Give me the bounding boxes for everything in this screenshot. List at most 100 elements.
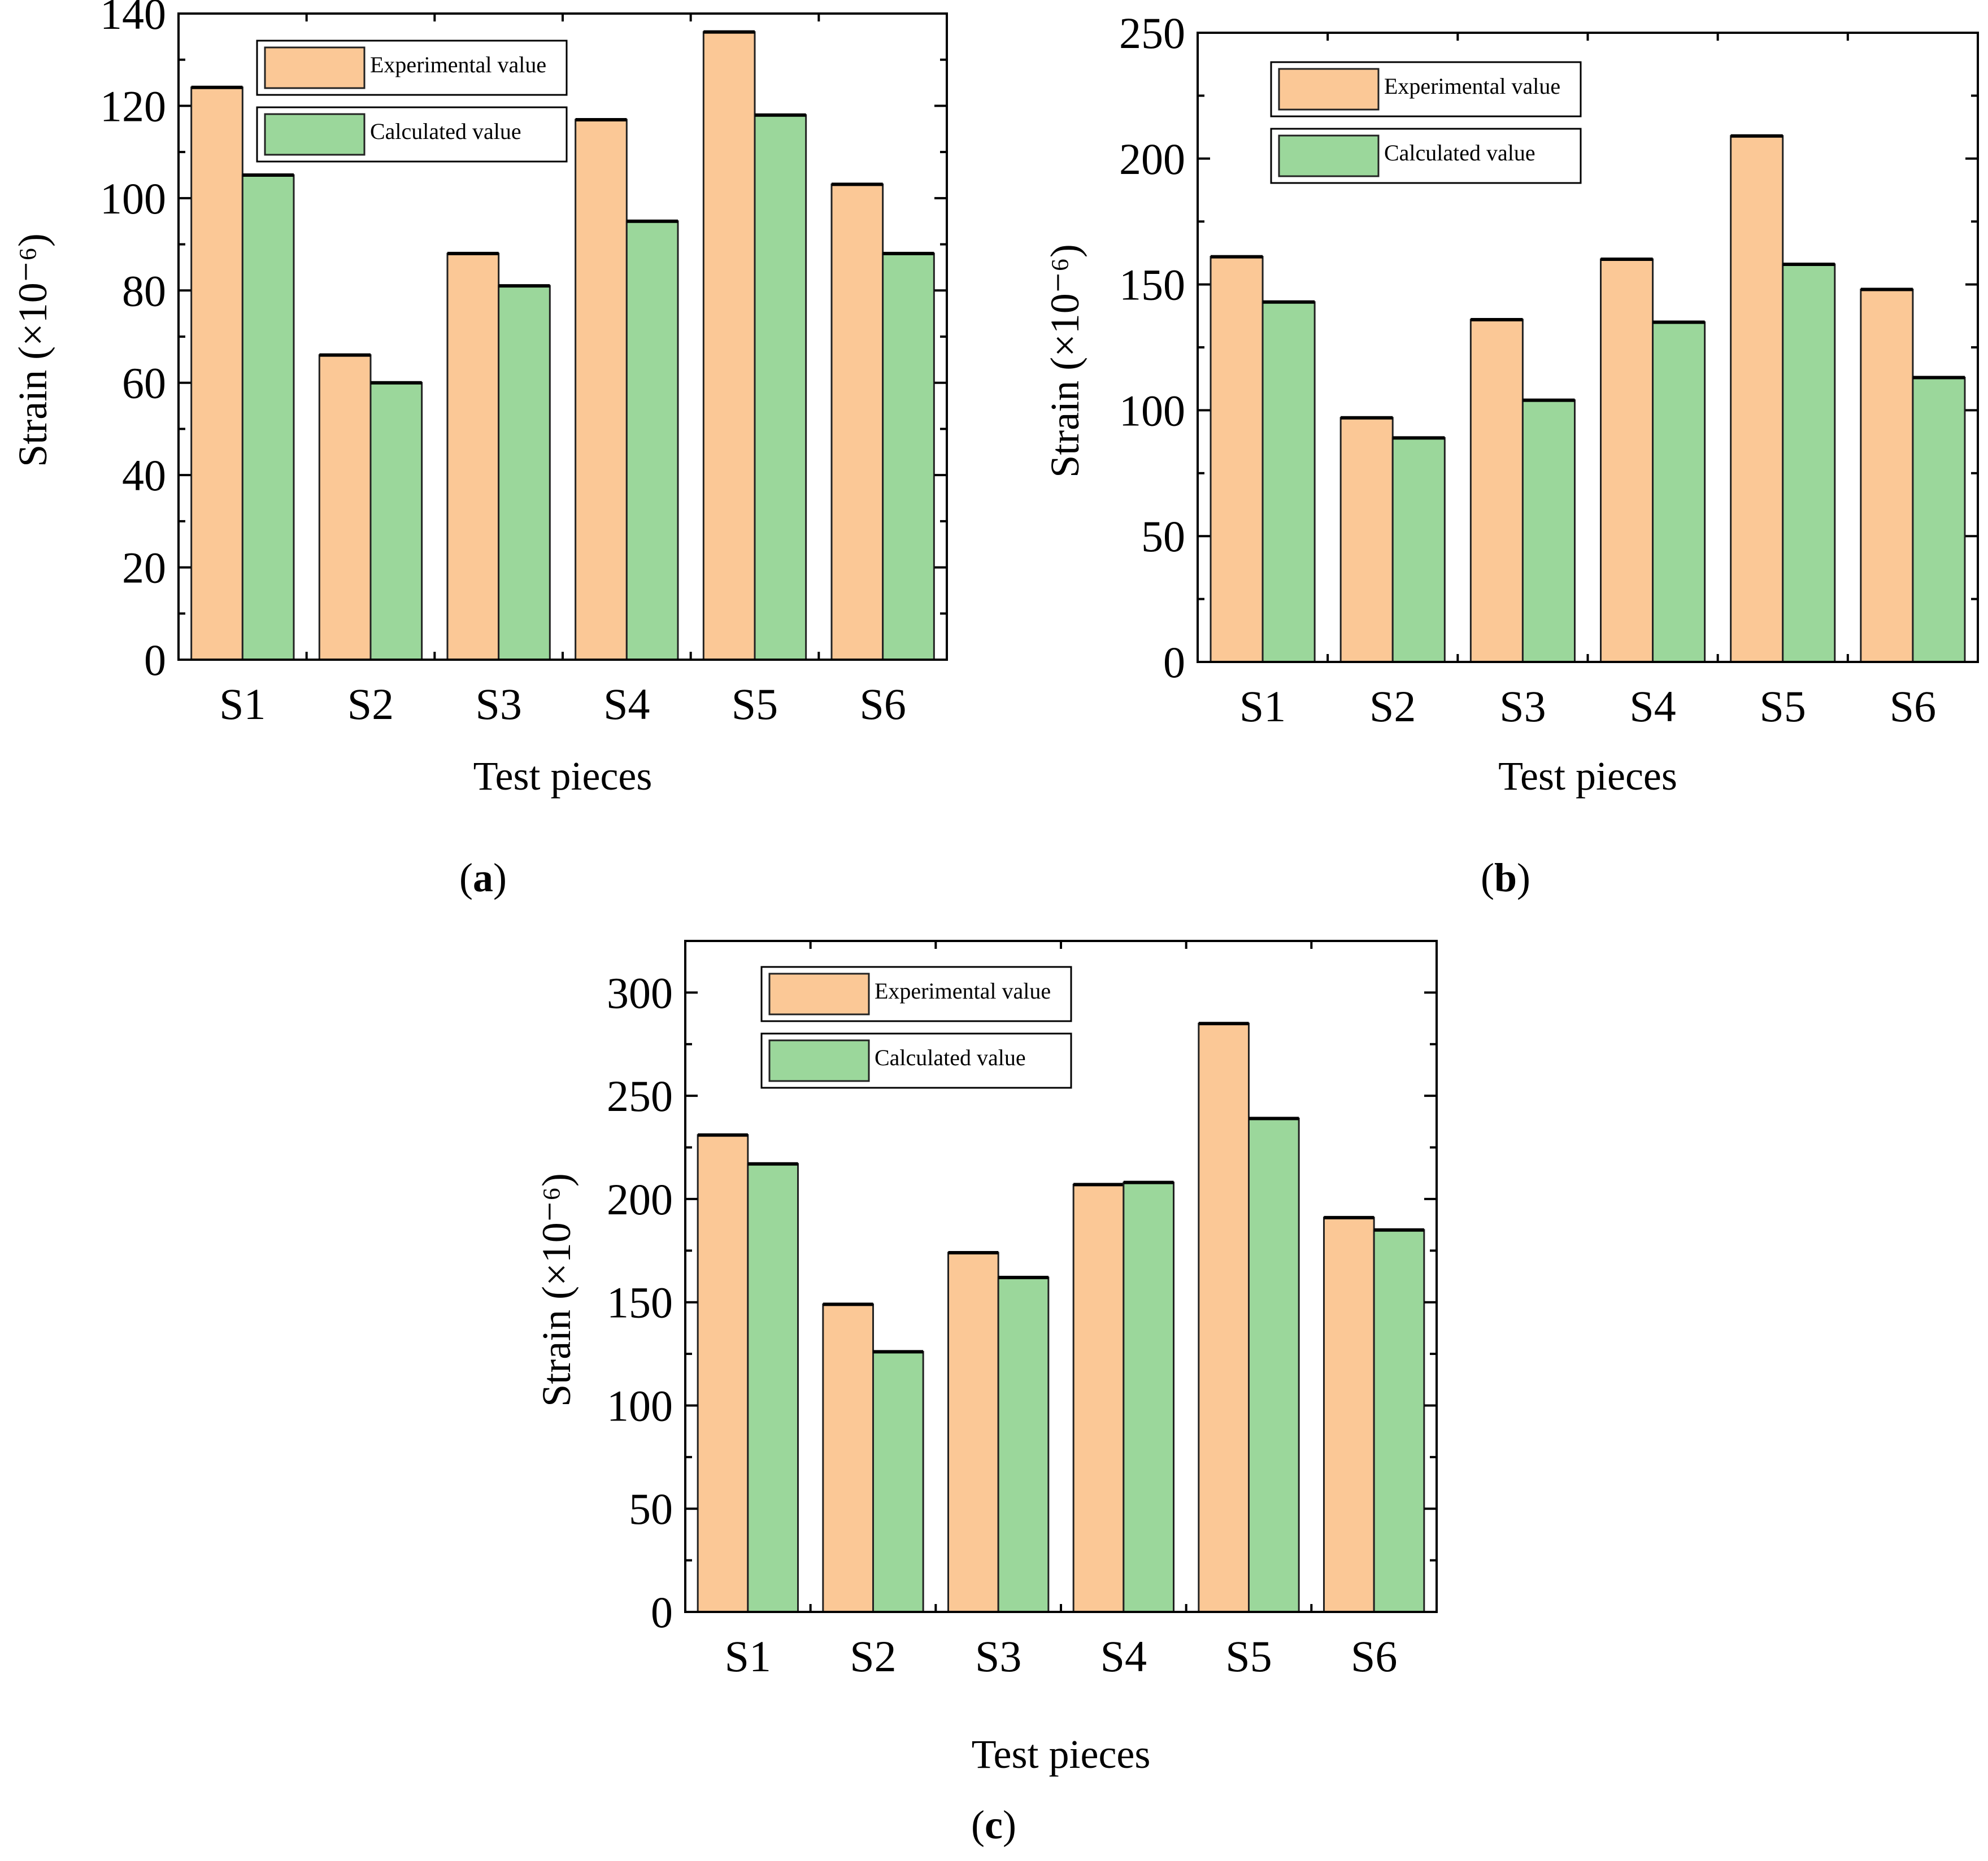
legend-label-experimental: Experimental value (370, 52, 546, 77)
bar-experimental-s1 (697, 1134, 749, 1613)
bar-experimental-s1 (190, 86, 243, 661)
x-tick-label: S5 (1225, 1632, 1272, 1681)
bar-calculated-s5 (1248, 1117, 1300, 1613)
y-tick-label: 300 (607, 968, 673, 1017)
bar-experimental-s5 (1198, 1022, 1250, 1613)
legend-label-experimental: Experimental value (875, 978, 1051, 1004)
x-tick-label: S6 (1890, 682, 1936, 731)
chart-panel-b: S1 S2 S3 S4 S5 S6 0 50 100 150 200 250 Test pieces St… (1042, 8, 1979, 799)
x-tick-label: S1 (725, 1632, 771, 1681)
bar-calculated-s6 (882, 252, 935, 661)
bar-calculated-s2 (872, 1350, 924, 1613)
bar-calculated-s1 (241, 174, 295, 661)
bar-calculated-s3 (498, 285, 551, 661)
y-tick-label: 0 (651, 1588, 673, 1637)
y-axis-title: Strain (×10⁻⁶) (1042, 244, 1087, 478)
x-tick-label: S2 (1369, 682, 1416, 731)
x-tick-label: S4 (1100, 1632, 1147, 1681)
y-tick-label: 50 (1141, 512, 1185, 561)
y-tick-label: 80 (122, 266, 166, 315)
bar-experimental-s1 (1210, 256, 1264, 663)
x-tick-label: S1 (1239, 682, 1286, 731)
y-tick-label: 20 (122, 543, 166, 592)
bar-experimental-s3 (446, 252, 500, 661)
caption-b: (b) (1481, 855, 1530, 900)
legend-label-calculated: Calculated value (1384, 140, 1535, 165)
x-tick-label: S2 (347, 679, 394, 729)
y-tick-label: 140 (100, 0, 166, 38)
y-tick-label: 100 (100, 174, 166, 223)
legend-swatch-experimental (264, 46, 366, 89)
x-tick-label: S4 (1629, 682, 1676, 731)
bar-calculated-s6 (1912, 376, 1966, 663)
x-axis-title: Test pieces (473, 753, 652, 799)
caption-a: (a) (459, 855, 507, 900)
bar-calculated-s5 (1782, 263, 1836, 663)
x-tick-label: S5 (732, 679, 778, 729)
chart-panel-c: S1 S2 S3 S4 S5 S6 0 50 100 150 200 250 300 Test piece… (534, 940, 1438, 1777)
y-tick-label: 0 (144, 635, 166, 685)
y-tick-label: 100 (1119, 386, 1185, 435)
y-tick-label: 50 (629, 1484, 673, 1533)
bar-calculated-s4 (625, 220, 679, 661)
x-tick-label: S3 (1499, 682, 1546, 731)
chart-panel-a: S1 S2 S3 S4 S5 S6 0 20 40 60 80 100 120 140 Test piece… (10, 0, 948, 799)
caption-c: (c) (971, 1802, 1016, 1847)
bar-experimental-s6 (1323, 1217, 1375, 1613)
x-axis-title: Test pieces (1498, 753, 1677, 799)
bar-experimental-s3 (947, 1252, 999, 1613)
legend-label-calculated: Calculated value (370, 119, 521, 144)
legend-label-calculated: Calculated value (875, 1045, 1026, 1070)
bar-experimental-s4 (1072, 1183, 1125, 1613)
y-axis-title: Strain (×10⁻⁶) (10, 233, 55, 467)
y-tick-label: 60 (122, 359, 166, 408)
x-tick-label: S4 (603, 679, 650, 729)
bar-experimental-s4 (575, 119, 628, 661)
bar-experimental-s4 (1600, 258, 1654, 663)
y-tick-label: 200 (1119, 134, 1185, 184)
y-tick-label: 250 (1119, 8, 1185, 58)
legend-swatch-experimental (1278, 68, 1380, 111)
x-tick-label: S6 (1351, 1632, 1397, 1681)
bar-experimental-s2 (822, 1303, 875, 1613)
bar-experimental-s6 (1860, 289, 1914, 663)
bar-calculated-s1 (747, 1163, 799, 1613)
y-tick-label: 0 (1163, 638, 1185, 687)
bar-experimental-s2 (1339, 417, 1394, 663)
legend-swatch-experimental (768, 973, 870, 1016)
legend-swatch-calculated (264, 113, 366, 156)
x-axis-title: Test pieces (972, 1732, 1151, 1777)
bar-calculated-s6 (1373, 1229, 1425, 1613)
x-tick-label: S3 (975, 1632, 1021, 1681)
bar-experimental-s5 (702, 31, 756, 661)
bar-calculated-s2 (1391, 437, 1446, 663)
bar-calculated-s3 (997, 1276, 1050, 1613)
bar-calculated-s4 (1123, 1182, 1175, 1613)
y-tick-label: 250 (607, 1071, 673, 1121)
x-tick-label: S2 (850, 1632, 896, 1681)
y-tick-label: 150 (1119, 260, 1185, 310)
bar-calculated-s5 (754, 114, 807, 661)
bar-calculated-s3 (1521, 399, 1576, 663)
bar-calculated-s1 (1261, 301, 1316, 663)
y-tick-label: 100 (607, 1381, 673, 1430)
y-tick-label: 200 (607, 1175, 673, 1224)
bar-calculated-s4 (1652, 321, 1706, 663)
y-tick-label: 150 (607, 1278, 673, 1327)
bar-experimental-s6 (830, 183, 884, 661)
bar-calculated-s2 (369, 382, 423, 661)
bar-experimental-s5 (1730, 135, 1784, 663)
x-tick-label: S5 (1760, 682, 1806, 731)
y-tick-label: 120 (100, 81, 166, 130)
bar-experimental-s2 (318, 354, 372, 661)
y-tick-label: 40 (122, 451, 166, 500)
x-tick-label: S1 (219, 679, 266, 729)
legend-swatch-calculated (768, 1039, 870, 1082)
x-tick-label: S3 (475, 679, 521, 729)
legend-swatch-calculated (1278, 134, 1380, 177)
bar-experimental-s3 (1469, 319, 1524, 663)
x-tick-label: S6 (859, 679, 906, 729)
legend-label-experimental: Experimental value (1384, 73, 1560, 99)
y-axis-title: Strain (×10⁻⁶) (534, 1173, 579, 1407)
